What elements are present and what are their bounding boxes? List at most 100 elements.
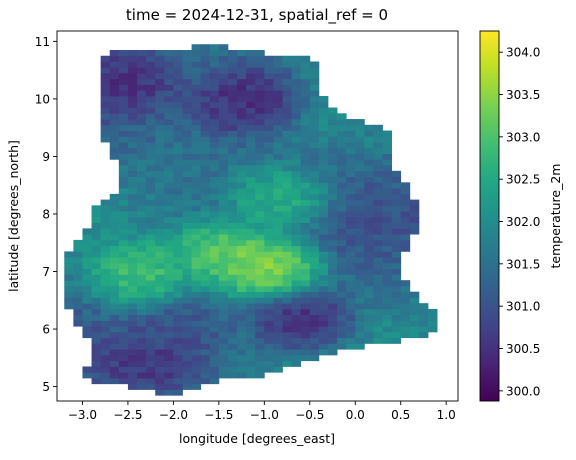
heatmap-cell bbox=[146, 314, 156, 321]
heatmap-cell bbox=[327, 285, 338, 293]
heatmap-cell bbox=[318, 136, 329, 143]
heatmap-cell bbox=[364, 326, 374, 333]
heatmap-cell bbox=[264, 251, 274, 258]
heatmap-cell bbox=[227, 228, 238, 235]
heatmap-cell bbox=[373, 182, 383, 189]
heatmap-cell bbox=[337, 274, 347, 281]
heatmap-cell bbox=[182, 308, 192, 316]
heatmap-cell bbox=[118, 354, 129, 362]
heatmap-cell bbox=[255, 84, 265, 91]
heatmap-cell bbox=[100, 274, 111, 281]
heatmap-cell bbox=[191, 61, 202, 68]
heatmap-cell bbox=[400, 182, 411, 189]
heatmap-cell bbox=[246, 320, 256, 327]
heatmap-cell bbox=[164, 119, 174, 126]
heatmap-cell bbox=[173, 308, 183, 316]
heatmap-cell bbox=[382, 337, 393, 344]
heatmap-cell bbox=[173, 251, 183, 258]
heatmap-cell bbox=[209, 96, 220, 103]
heatmap-cell bbox=[137, 55, 147, 62]
heatmap-cell bbox=[173, 78, 183, 85]
heatmap-cell bbox=[109, 124, 120, 131]
heatmap-cell bbox=[255, 285, 265, 293]
heatmap-cell bbox=[255, 153, 265, 160]
heatmap-cell bbox=[227, 366, 238, 373]
heatmap-cell bbox=[146, 176, 156, 183]
heatmap-cell bbox=[218, 360, 229, 367]
heatmap-cell bbox=[282, 331, 292, 339]
heatmap-cell bbox=[191, 308, 202, 316]
heatmap-cell bbox=[227, 96, 238, 103]
heatmap-cell bbox=[118, 107, 129, 114]
heatmap-cell bbox=[164, 291, 174, 298]
heatmap-cell bbox=[109, 147, 120, 154]
heatmap-cell bbox=[382, 314, 393, 321]
heatmap-cell bbox=[82, 320, 92, 327]
heatmap-cell bbox=[246, 354, 256, 362]
heatmap-cell bbox=[200, 343, 211, 350]
heatmap-cell bbox=[364, 211, 374, 218]
heatmap-cell bbox=[364, 142, 374, 149]
heatmap-cell bbox=[218, 130, 229, 137]
heatmap-cell bbox=[264, 326, 274, 333]
heatmap-cell bbox=[191, 136, 202, 143]
heatmap-cell bbox=[327, 257, 338, 264]
heatmap-cell bbox=[182, 372, 192, 379]
heatmap-cell bbox=[282, 193, 292, 200]
heatmap-cell bbox=[100, 234, 111, 241]
heatmap-cell bbox=[246, 343, 256, 350]
heatmap-cell bbox=[273, 176, 283, 183]
heatmap-cell bbox=[255, 107, 265, 114]
heatmap-cell bbox=[355, 142, 365, 149]
heatmap-cell bbox=[218, 136, 229, 143]
heatmap-cell bbox=[355, 124, 365, 131]
heatmap-cell bbox=[364, 239, 374, 247]
heatmap-cell bbox=[337, 170, 347, 177]
heatmap-cell bbox=[264, 285, 274, 293]
heatmap-cell bbox=[127, 349, 138, 356]
heatmap-cell bbox=[255, 326, 265, 333]
heatmap-cell bbox=[237, 73, 247, 80]
heatmap-cell bbox=[300, 239, 311, 247]
heatmap-cell bbox=[200, 107, 211, 114]
heatmap-cell bbox=[118, 314, 129, 321]
heatmap-cell bbox=[318, 205, 329, 212]
heatmap-cell bbox=[264, 291, 274, 298]
heatmap-cell bbox=[282, 239, 292, 247]
heatmap-cell bbox=[255, 188, 265, 195]
heatmap-cell bbox=[209, 291, 220, 298]
heatmap-cell bbox=[218, 205, 229, 212]
heatmap-cell bbox=[237, 303, 247, 310]
heatmap-cell bbox=[382, 188, 393, 195]
heatmap-cell bbox=[400, 205, 411, 212]
heatmap-cell bbox=[109, 257, 120, 264]
heatmap-cell bbox=[309, 61, 320, 68]
heatmap-cell bbox=[382, 251, 393, 258]
heatmap-cell bbox=[227, 142, 238, 149]
heatmap-cell bbox=[409, 331, 420, 339]
heatmap-cell bbox=[127, 101, 138, 108]
heatmap-cell bbox=[309, 147, 320, 154]
heatmap-cell bbox=[209, 268, 220, 275]
heatmap-cell bbox=[164, 188, 174, 195]
heatmap-cell bbox=[127, 211, 138, 218]
heatmap-cell bbox=[364, 193, 374, 200]
heatmap-cell bbox=[218, 216, 229, 224]
heatmap-cell bbox=[273, 96, 283, 103]
heatmap-cell bbox=[400, 320, 411, 327]
heatmap-cell bbox=[209, 366, 220, 373]
heatmap-cell bbox=[155, 257, 165, 264]
heatmap-cell bbox=[127, 165, 138, 172]
heatmap-cell bbox=[318, 159, 329, 166]
heatmap-cell bbox=[100, 90, 111, 97]
heatmap-cell bbox=[127, 73, 138, 80]
heatmap-cell bbox=[282, 354, 292, 362]
heatmap-cell bbox=[327, 308, 338, 316]
heatmap-cell bbox=[155, 78, 165, 85]
heatmap-cell bbox=[355, 234, 365, 241]
heatmap-cell bbox=[264, 199, 274, 206]
heatmap-cell bbox=[182, 176, 192, 183]
heatmap-cell bbox=[364, 136, 374, 143]
heatmap-cell bbox=[246, 124, 256, 131]
